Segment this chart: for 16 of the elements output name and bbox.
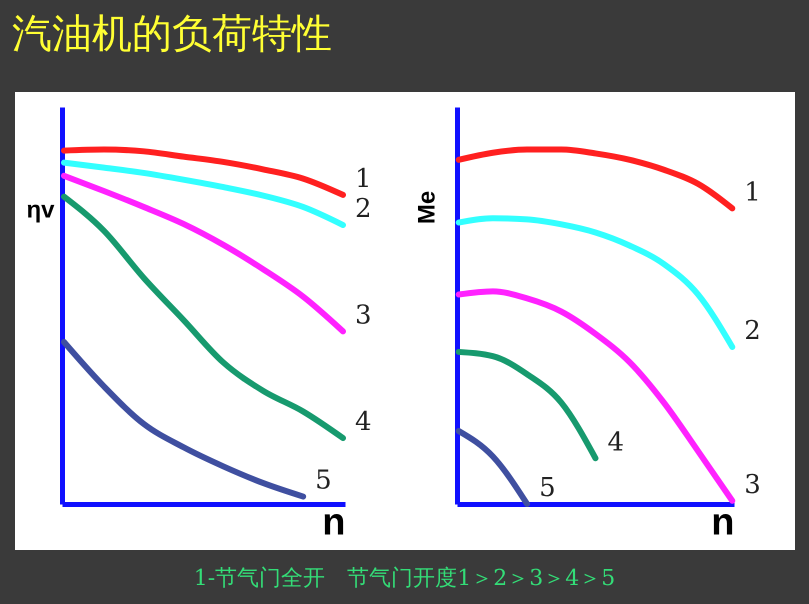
text: 1-节气门全开 节气门开度1＞2＞3＞4＞5: [192, 565, 616, 593]
series-label: 5: [539, 473, 556, 503]
series-label: 2: [355, 194, 372, 224]
series-label: 3: [744, 470, 761, 500]
chart-title: 汽油机的负荷特性: [12, 10, 332, 59]
series-label: 2: [744, 316, 761, 346]
series-label: 4: [608, 427, 624, 458]
y-axis-title: Me: [414, 190, 440, 224]
series-label: 4: [355, 407, 372, 438]
y-axis-title: ηv: [26, 196, 56, 224]
series-label: 3: [355, 300, 372, 330]
series-label: 5: [315, 466, 332, 496]
x-axis-title: n: [322, 502, 346, 544]
x-axis-title: n: [711, 502, 734, 544]
series-label: 1: [744, 177, 761, 208]
series-label: 1: [355, 164, 372, 194]
